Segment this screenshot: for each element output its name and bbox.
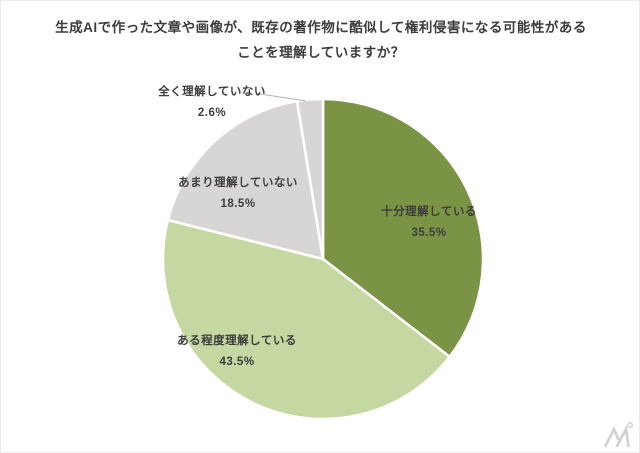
- slice-value-text: 18.5%: [220, 198, 256, 210]
- pie-slice-3: [295, 97, 325, 261]
- slice-value-text: 43.5%: [219, 356, 255, 368]
- chart-title-line2: ことを理解していますか？: [237, 45, 405, 60]
- chart-title: 生成AIで作った文章や画像が、既存の著作物に酷似して権利侵害になる可能性がある …: [1, 15, 639, 65]
- pie-slice-0: [321, 97, 485, 359]
- slice-label-text: 十分理解している: [381, 206, 477, 218]
- slice-label-text: ある程度理解している: [177, 335, 297, 347]
- slice-value-text: 2.6%: [197, 107, 227, 119]
- leader-line: [256, 93, 307, 102]
- slice-label-not-really-understand: あまり理解していない 18.5%: [178, 173, 298, 215]
- slice-value-text: 35.5%: [411, 227, 447, 239]
- pie-slice-2: [166, 99, 325, 261]
- slice-label-text: 全く理解していない: [158, 86, 266, 98]
- slice-label-fully-understand: 十分理解している 35.5%: [381, 202, 477, 244]
- slice-label-somewhat-understand: ある程度理解している 43.5%: [177, 331, 297, 373]
- publisher-m-logo-icon: [603, 421, 633, 448]
- pie-slice-1: [161, 218, 451, 421]
- slice-label-text: あまり理解していない: [178, 177, 298, 189]
- slice-label-not-understand-at-all: 全く理解していない 2.6%: [158, 82, 266, 124]
- chart-title-line1: 生成AIで作った文章や画像が、既存の著作物に酷似して権利侵害になる可能性がある: [55, 20, 587, 35]
